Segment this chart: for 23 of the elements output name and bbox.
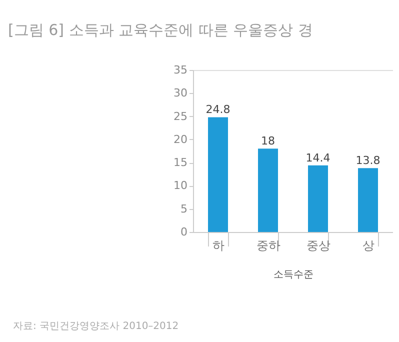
x-tick-label: 중상 [306,238,330,252]
data-label: 24.8 [206,103,230,116]
y-tick-label: 30 [174,86,188,100]
y-tick-label: 20 [174,132,188,146]
bar [258,148,278,232]
bar [358,168,378,232]
bar [308,165,328,232]
bar [208,117,228,232]
y-tick-label: 5 [180,202,188,216]
x-axis-title: 소득수준 [274,270,314,280]
chart-title: [그림 6] 소득과 교육수준에 따른 우울증상 경 [8,21,313,39]
data-label: 14.4 [306,151,330,164]
data-label: 13.8 [356,154,380,168]
text: 자료: 국민건강영양조사 2010–2012 [13,321,179,332]
x-tick-label: 상 [362,238,374,252]
y-tick-label: 10 [174,179,188,192]
data-label: 18 [261,134,275,148]
y-tick-label: 15 [174,156,188,170]
y-tick-label: 35 [174,64,188,76]
y-tick-label: 25 [174,110,188,123]
x-tick-label: 하 [212,238,224,252]
x-tick-label: 중하 [256,238,280,252]
y-tick-label: 0 [180,226,188,238]
